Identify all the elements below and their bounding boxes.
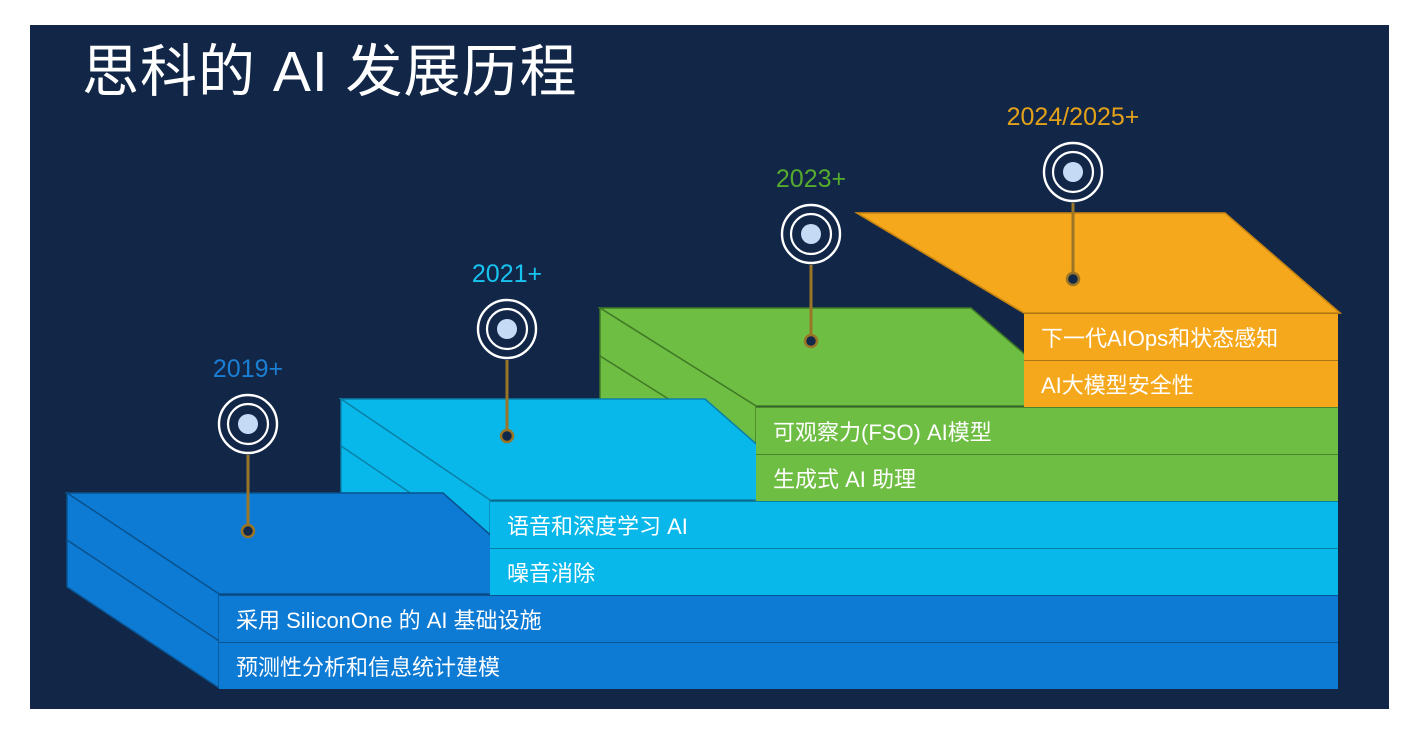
bar-2023-item-1: 生成式 AI 助理 <box>756 454 1338 501</box>
year-label-2023: 2023+ <box>775 165 847 193</box>
bar-2019-item-0: 采用 SiliconOne 的 AI 基础设施 <box>219 595 1338 642</box>
block-2024 <box>854 212 1343 314</box>
year-label-2024: 2024/2025+ <box>1006 103 1140 131</box>
block-2019 <box>64 491 560 690</box>
bar-2021-item-0: 语音和深度学习 AI <box>490 501 1338 548</box>
slide-panel: 思科的 AI 发展历程 <box>30 25 1389 709</box>
bar-2021-item-1: 噪音消除 <box>490 548 1338 595</box>
target-icon-2019 <box>217 393 279 539</box>
target-icon-2023 <box>780 203 842 349</box>
target-icon-2024 <box>1042 141 1104 287</box>
page-title: 思科的 AI 发展历程 <box>82 40 578 104</box>
year-label-2019: 2019+ <box>212 355 284 383</box>
bar-2024-item-0: 下一代AIOps和状态感知 <box>1024 313 1338 360</box>
target-icon-2021 <box>476 298 538 444</box>
year-label-2021: 2021+ <box>471 260 543 288</box>
bar-2019-item-1: 预测性分析和信息统计建模 <box>219 642 1338 689</box>
bar-2024-item-1: AI大模型安全性 <box>1024 360 1338 407</box>
bar-2023-item-0: 可观察力(FSO) AI模型 <box>756 407 1338 454</box>
